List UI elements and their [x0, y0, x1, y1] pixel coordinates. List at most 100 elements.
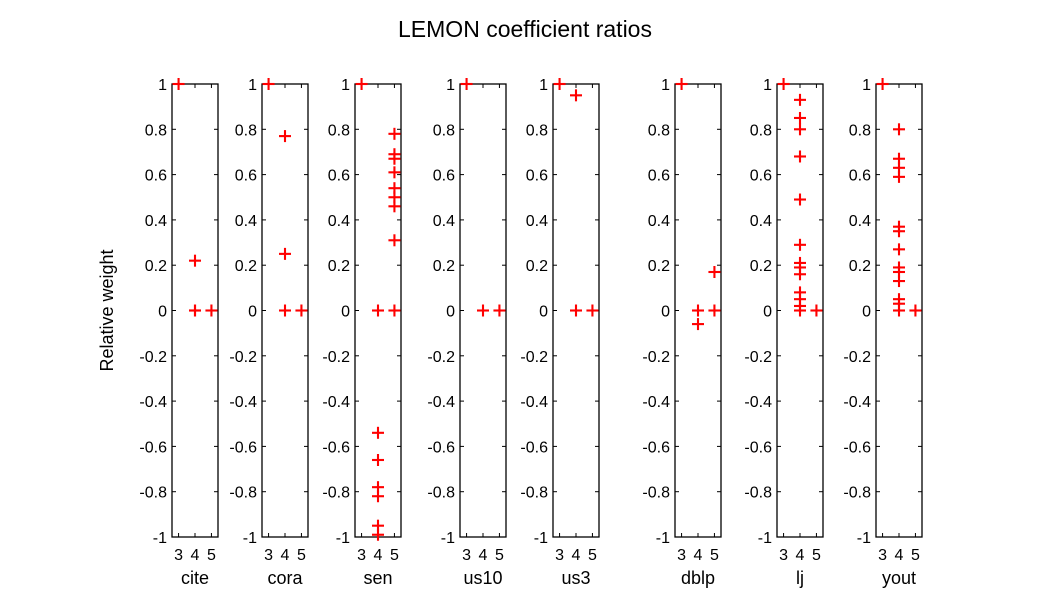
data-point	[794, 304, 806, 317]
data-point	[794, 150, 806, 163]
x-tick-label: 3	[677, 547, 686, 564]
y-tick-label: 0.6	[750, 168, 772, 185]
y-tick-label: 0.4	[750, 213, 772, 230]
chart-title: LEMON coefficient ratios	[398, 16, 652, 42]
y-tick-label: -0.6	[520, 439, 548, 456]
y-tick-label: 0.8	[433, 122, 455, 139]
y-tick-label: -0.2	[520, 349, 548, 366]
data-point	[794, 193, 806, 206]
y-tick-label: -0.8	[427, 485, 455, 502]
x-tick-label: 3	[264, 547, 273, 564]
y-tick-label: 0.8	[750, 122, 772, 139]
y-tick-label: 1	[341, 77, 350, 94]
data-point	[893, 170, 905, 183]
y-tick-label: 0.4	[526, 213, 548, 230]
y-tick-label: -0.2	[642, 349, 670, 366]
data-point	[372, 528, 384, 541]
y-tick-label: -1	[441, 530, 455, 547]
y-tick-label: 1	[661, 77, 670, 94]
y-tick-label: 0.4	[433, 213, 455, 230]
y-tick-label: -1	[243, 530, 257, 547]
y-tick-label: -0.8	[843, 485, 871, 502]
y-tick-label: 0.8	[526, 122, 548, 139]
data-point	[279, 130, 291, 143]
y-tick-label: -0.8	[322, 485, 350, 502]
data-point	[388, 304, 401, 317]
y-tick-label: -0.8	[744, 485, 772, 502]
data-point	[794, 268, 806, 281]
data-point	[355, 78, 368, 90]
data-point	[372, 490, 384, 503]
y-tick-label: -0.6	[322, 439, 350, 456]
y-tick-label: -0.8	[642, 485, 670, 502]
data-point	[794, 93, 806, 106]
x-tick-label: 3	[357, 547, 366, 564]
y-tick-label: -0.4	[427, 394, 455, 411]
y-tick-label: -0.2	[322, 349, 350, 366]
data-point	[794, 123, 806, 136]
data-point	[189, 254, 201, 267]
data-point	[893, 304, 905, 317]
panel-cite: 1 0.8 0.6 0.4 0.2 0 -0.2 -0.4 -0.6 -0.8 -1 3 4 5 cite	[139, 77, 219, 588]
panel-name: lj	[796, 568, 804, 588]
data-point	[372, 426, 384, 439]
data-point	[477, 304, 489, 317]
panel-us10: 1 0.8 0.6 0.4 0.2 0 -0.2 -0.4 -0.6 -0.8 -1 3 4 5 us10	[427, 77, 507, 588]
y-tick-label: 0.8	[235, 122, 257, 139]
y-tick-label: 1	[539, 77, 548, 94]
x-tick-label: 5	[495, 547, 504, 564]
y-tick-label: -1	[857, 530, 871, 547]
data-point	[460, 78, 473, 90]
data-point	[388, 234, 401, 247]
y-tick-label: -0.8	[229, 485, 257, 502]
data-point	[675, 78, 688, 90]
y-tick-label: 0.8	[849, 122, 871, 139]
y-tick-label: 0.2	[145, 258, 167, 275]
y-tick-label: 0.4	[145, 213, 167, 230]
y-tick-label: 0.6	[526, 168, 548, 185]
y-tick-label: -0.6	[139, 439, 167, 456]
x-tick-label: 3	[878, 547, 887, 564]
x-tick-label: 4	[895, 547, 904, 564]
data-point	[893, 243, 905, 256]
y-tick-label: -0.2	[427, 349, 455, 366]
x-tick-label: 5	[812, 547, 821, 564]
y-tick-label: 0.2	[750, 258, 772, 275]
y-tick-label: -0.8	[139, 485, 167, 502]
y-tick-label: 0	[763, 304, 772, 321]
x-tick-label: 3	[174, 547, 183, 564]
x-tick-label: 4	[572, 547, 581, 564]
y-tick-label: 0.4	[235, 213, 257, 230]
y-tick-label: -1	[534, 530, 548, 547]
x-tick-label: 4	[694, 547, 703, 564]
y-tick-label: 0	[158, 304, 167, 321]
y-tick-label: 0	[446, 304, 455, 321]
y-tick-label: 0.2	[235, 258, 257, 275]
y-tick-label: -0.6	[642, 439, 670, 456]
data-point	[172, 78, 185, 90]
data-point	[692, 304, 704, 317]
panel-sen: 1 0.8 0.6 0.4 0.2 0 -0.2 -0.4 -0.6 -0.8 -1 3 4 5 sen	[322, 77, 402, 588]
y-tick-label: -1	[758, 530, 772, 547]
panel-us3: 1 0.8 0.6 0.4 0.2 0 -0.2 -0.4 -0.6 -0.8 -1 3 4 5 us3	[520, 77, 600, 588]
y-tick-label: 0.6	[849, 168, 871, 185]
panel-yout: 1 0.8 0.6 0.4 0.2 0 -0.2 -0.4 -0.6 -0.8 -1 3 4 5 yout	[843, 77, 923, 588]
y-tick-label: -0.2	[843, 349, 871, 366]
data-point	[893, 225, 905, 238]
data-point	[777, 78, 790, 90]
data-point	[372, 453, 384, 466]
panel-dblp: 1 0.8 0.6 0.4 0.2 0 -0.2 -0.4 -0.6 -0.8 -1 3 4 5 dblp	[642, 77, 722, 588]
data-point	[372, 304, 384, 317]
data-point	[570, 89, 582, 102]
y-tick-label: 0	[661, 304, 670, 321]
y-tick-label: 0.6	[145, 168, 167, 185]
y-tick-label: 1	[446, 77, 455, 94]
y-tick-label: -0.6	[843, 439, 871, 456]
data-point	[388, 127, 401, 140]
y-tick-label: 0.8	[328, 122, 350, 139]
panel-name: cite	[181, 568, 209, 588]
y-tick-label: 0	[539, 304, 548, 321]
data-point	[692, 318, 704, 331]
x-tick-label: 5	[710, 547, 719, 564]
